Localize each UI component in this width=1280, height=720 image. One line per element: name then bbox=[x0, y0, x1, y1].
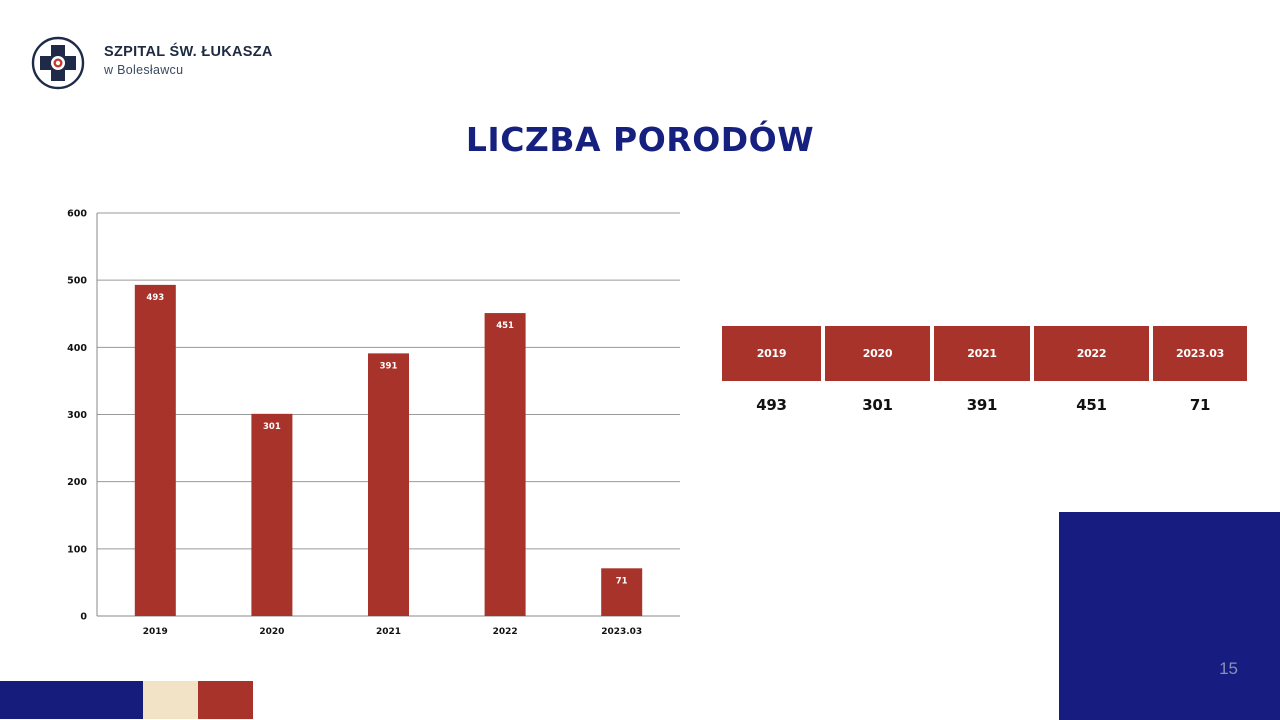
table-cell: 301 bbox=[862, 396, 893, 414]
x-tick-label: 2019 bbox=[143, 627, 168, 637]
table-cell: 451 bbox=[1076, 396, 1107, 414]
table-cell: 71 bbox=[1189, 396, 1211, 414]
hospital-logo bbox=[31, 36, 85, 90]
y-tick-label: 600 bbox=[67, 209, 87, 220]
bar-chart: 0 100 200 300 400 500 600 493 2019 301 2020 391 2021… bbox=[67, 209, 680, 637]
table-header-cell: 2020 bbox=[825, 326, 930, 381]
brand-name: SZPITAL ŚW. ŁUKASZA bbox=[104, 44, 273, 60]
decorative-strip-navy bbox=[0, 681, 143, 719]
brand: SZPITAL ŚW. ŁUKASZA w Bolesławcu bbox=[104, 44, 273, 77]
decorative-navy-block bbox=[1059, 512, 1280, 720]
table-header-cell: 2019 bbox=[722, 326, 821, 381]
data-label: 71 bbox=[616, 576, 628, 586]
table-header-cell: 2021 bbox=[934, 326, 1030, 381]
table-row: 493 301 391 451 71 bbox=[722, 396, 1251, 414]
x-tick-label: 2021 bbox=[376, 627, 401, 637]
y-tick-label: 100 bbox=[67, 544, 87, 555]
slide-title: LICZBA PORODÓW bbox=[465, 120, 815, 159]
y-tick-label: 0 bbox=[80, 612, 87, 623]
table-cell: 391 bbox=[966, 396, 998, 414]
y-tick-label: 200 bbox=[67, 477, 87, 488]
table-header-cell: 2022 bbox=[1034, 326, 1149, 381]
y-tick-label: 500 bbox=[67, 276, 87, 287]
data-label: 451 bbox=[496, 321, 514, 331]
brand-city: w Bolesławcu bbox=[104, 63, 184, 77]
bar bbox=[484, 313, 526, 616]
bar bbox=[251, 413, 293, 616]
x-tick-label: 2022 bbox=[493, 627, 518, 637]
data-label: 301 bbox=[263, 422, 281, 432]
data-label: 493 bbox=[146, 293, 164, 303]
x-tick-label: 2020 bbox=[259, 627, 284, 637]
x-tick-label: 2023.03 bbox=[601, 627, 642, 637]
bar bbox=[601, 568, 643, 616]
data-table: 2019 2020 2021 2022 2023.03 493 301 391 … bbox=[722, 326, 1251, 414]
data-label: 391 bbox=[380, 361, 398, 371]
y-tick-label: 400 bbox=[67, 343, 87, 354]
decorative-strip-red bbox=[198, 681, 253, 719]
bar bbox=[368, 353, 409, 616]
y-tick-label: 300 bbox=[67, 410, 87, 421]
table-cell: 493 bbox=[756, 396, 787, 414]
table-header-cell: 2023.03 bbox=[1153, 326, 1247, 381]
bar bbox=[134, 284, 176, 616]
decorative-strip-cream bbox=[143, 681, 198, 719]
page-number: 15 bbox=[1219, 659, 1238, 678]
table-header-row: 2019 2020 2021 2022 2023.03 bbox=[722, 326, 1251, 381]
